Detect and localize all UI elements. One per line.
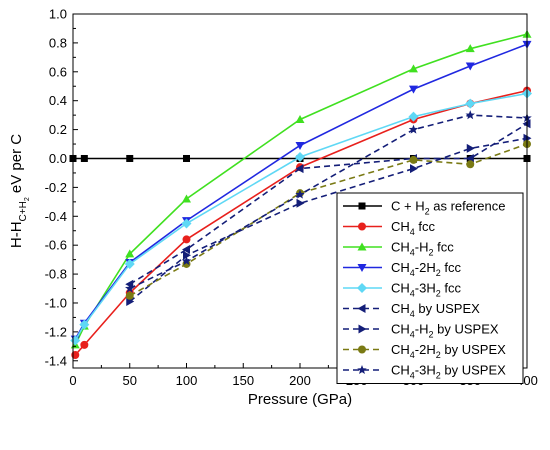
- data-point: [357, 283, 367, 293]
- series-line: [129, 137, 528, 303]
- data-point: [126, 154, 134, 162]
- y-tick-label: -0.4: [45, 209, 67, 224]
- x-tick-label: 50: [123, 373, 137, 388]
- data-point: [295, 152, 305, 163]
- data-point: [358, 202, 366, 210]
- legend-item: CH4-3H2 fcc: [343, 281, 461, 299]
- legend-item: CH4 by USPEX: [343, 301, 480, 319]
- legend-label: CH4-3H2 fcc: [391, 281, 461, 299]
- data-point: [71, 350, 80, 359]
- data-point: [295, 141, 305, 150]
- y-tick-label: -1.4: [45, 353, 67, 368]
- series: [70, 88, 532, 346]
- data-point: [465, 98, 476, 109]
- data-point: [357, 242, 367, 251]
- series-line: [129, 143, 528, 297]
- x-tick-label: 100: [176, 373, 198, 388]
- legend-item: CH4 fcc: [343, 219, 436, 237]
- data-point: [410, 164, 418, 174]
- data-point: [295, 164, 304, 174]
- legend-label: C + H2 as reference: [391, 199, 505, 217]
- legend-item: CH4-3H2 by USPEX: [343, 363, 506, 381]
- data-point: [409, 64, 418, 73]
- data-point: [358, 324, 367, 334]
- x-tick-label: 0: [69, 373, 76, 388]
- y-tick-label: 1.0: [49, 7, 67, 22]
- y-tick-label: 0.6: [49, 64, 67, 79]
- series-line: [129, 123, 528, 285]
- data-point: [80, 340, 89, 349]
- data-point: [295, 114, 305, 123]
- series-line: [74, 92, 528, 341]
- y-tick-label: -0.6: [45, 238, 67, 253]
- data-point: [357, 264, 367, 272]
- legend-label: CH4-3H2 by USPEX: [391, 363, 506, 381]
- data-point: [79, 319, 90, 330]
- data-point: [408, 111, 419, 122]
- data-point: [358, 345, 366, 354]
- legend-item: CH4-2H2 by USPEX: [343, 342, 506, 360]
- data-point: [296, 198, 305, 208]
- data-point: [357, 365, 367, 375]
- data-point: [357, 304, 366, 313]
- y-tick-label: 0.0: [49, 151, 67, 166]
- data-point: [182, 245, 190, 255]
- legend-label: CH4-2H2 fcc: [391, 260, 461, 278]
- data-point: [465, 62, 475, 71]
- data-point: [466, 160, 475, 169]
- legend: C + H2 as reference CH4 fcc CH4-H2 fcc CH4-…: [336, 192, 524, 384]
- y-tick-label: -0.8: [45, 267, 67, 282]
- data-point: [182, 194, 191, 203]
- data-point: [125, 249, 135, 258]
- data-point: [408, 124, 419, 134]
- data-point: [124, 258, 135, 269]
- legend-label: CH4 by USPEX: [391, 301, 480, 319]
- legend-label: CH4-2H2 by USPEX: [391, 342, 506, 360]
- data-point: [466, 143, 475, 153]
- x-axis-title: Pressure (GPa): [248, 391, 352, 408]
- data-point: [80, 154, 88, 162]
- x-tick-label: 150: [232, 373, 254, 388]
- series-line: [129, 114, 528, 290]
- data-point: [409, 155, 418, 164]
- data-point: [182, 235, 191, 244]
- data-point: [124, 283, 135, 293]
- legend-label: CH4-H2 fcc: [391, 240, 454, 258]
- data-point: [465, 44, 475, 53]
- data-point: [465, 110, 476, 120]
- data-point: [183, 154, 190, 162]
- data-point: [183, 250, 191, 260]
- data-point: [358, 222, 366, 231]
- y-tick-label: 0.2: [49, 122, 67, 137]
- y-tick-label: 0.8: [49, 35, 67, 50]
- legend-label: CH4 fcc: [391, 219, 436, 237]
- series-line: [74, 43, 528, 340]
- y-axis-title: H-HC+H2 eV per C: [8, 134, 31, 248]
- legend-item: C + H2 as reference: [343, 199, 505, 217]
- data-point: [181, 218, 192, 229]
- legend-item: CH4-2H2 fcc: [343, 260, 461, 278]
- legend-label: CH4-H2 by USPEX: [391, 322, 499, 340]
- y-tick-label: -1.2: [45, 324, 67, 339]
- data-point: [125, 279, 134, 289]
- data-point: [409, 85, 418, 94]
- y-tick-label: -1.0: [45, 295, 67, 310]
- y-tick-label: 0.4: [49, 93, 67, 108]
- legend-item: CH4-H2 fcc: [343, 240, 454, 258]
- data-point: [295, 189, 305, 199]
- y-tick-label: -0.2: [45, 180, 67, 195]
- x-tick-label: 200: [289, 373, 311, 388]
- data-point: [125, 291, 134, 300]
- data-point: [181, 256, 192, 266]
- legend-item: CH4-H2 by USPEX: [343, 322, 499, 340]
